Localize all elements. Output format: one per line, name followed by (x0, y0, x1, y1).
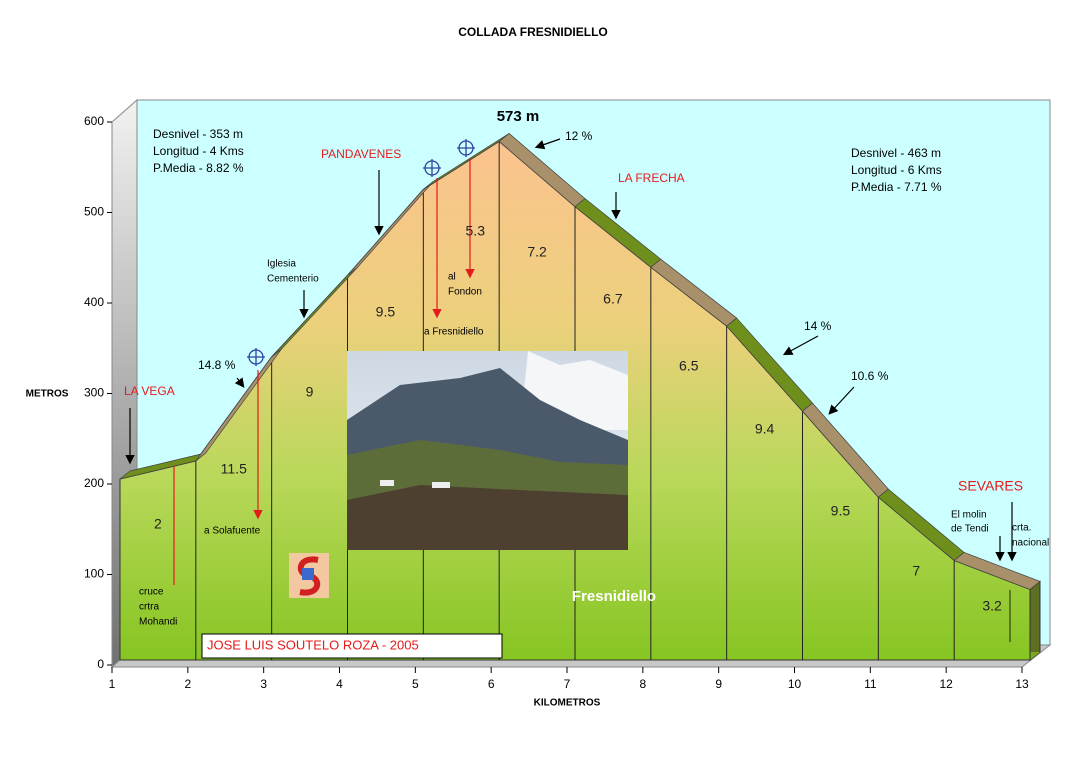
y-tick-label: 600 (84, 114, 104, 128)
x-tick-label: 13 (1015, 677, 1029, 691)
place-label: LA VEGA (124, 384, 175, 398)
y-axis-label: METROS (26, 389, 69, 400)
annotation: Fondon (448, 287, 482, 298)
gradient-label: 7.2 (527, 244, 547, 260)
stat: Desnivel - 353 m (153, 127, 243, 141)
arrows (125, 138, 1017, 642)
crosshairs (247, 139, 475, 366)
photo-caption: Fresnidiello (572, 588, 656, 605)
gradient-label: 9 (306, 384, 314, 400)
gradient-label: 11.5 (221, 461, 247, 477)
annotation: 14.8 % (198, 358, 236, 372)
x-tick-label: 8 (639, 677, 646, 691)
x-axis-label: KILOMETROS (534, 698, 601, 709)
x-tick-label: 6 (488, 677, 495, 691)
chart-title: COLLADA FRESNIDIELLO (458, 25, 608, 39)
gradient-label: 9.5 (831, 503, 851, 519)
gradient-label: 2 (154, 516, 162, 532)
annotation: cruce (139, 587, 164, 598)
annotation: Iglesia (267, 259, 296, 270)
annotation: de Tendi (951, 524, 989, 535)
annotation: 10.6 % (851, 369, 889, 383)
annotation: crta. (1012, 523, 1031, 534)
annotation: 12 % (565, 129, 593, 143)
peak-label: 573 m (497, 108, 540, 125)
gradient-label: 5.3 (466, 223, 486, 239)
annotation: a Fresnidiello (424, 327, 484, 338)
x-tick-label: 10 (788, 677, 802, 691)
x-tick-label: 12 (939, 677, 953, 691)
author: JOSE LUIS SOUTELO ROZA - 2005 (207, 637, 419, 652)
place-label: LA FRECHA (618, 171, 685, 185)
y-tick-label: 300 (84, 386, 104, 400)
place-label: SEVARES (958, 478, 1023, 494)
gradient-label: 7 (912, 563, 920, 579)
y-tick-label: 500 (84, 205, 104, 219)
x-tick-label: 3 (260, 677, 267, 691)
annotation: 14 % (804, 319, 832, 333)
annotation: El molin (951, 510, 987, 521)
y-tick-label: 100 (84, 567, 104, 581)
x-tick-label: 1 (109, 677, 116, 691)
gradient-label: 9.5 (376, 304, 396, 320)
x-tick-label: 11 (864, 677, 877, 691)
gradient-label: 6.5 (679, 358, 699, 374)
ridge-segment (953, 552, 1041, 590)
author-box (201, 633, 503, 659)
annotation: nacional (1012, 538, 1049, 549)
gradient-label: 9.4 (755, 421, 775, 437)
stat: P.Media - 8.82 % (153, 161, 244, 175)
red-arrows (173, 158, 475, 585)
annotation: al (448, 272, 456, 283)
y-tick-label: 400 (84, 295, 104, 309)
x-tick-label: 4 (336, 677, 343, 691)
photo (347, 351, 628, 550)
gradient-label: 3.2 (982, 598, 1002, 614)
annotation: Cementerio (267, 274, 319, 285)
gradient-label: 6.7 (603, 291, 623, 307)
stat: P.Media - 7.71 % (851, 180, 942, 194)
logo (289, 553, 329, 598)
x-tick-label: 7 (564, 677, 571, 691)
place-label: PANDAVENES (321, 147, 401, 161)
y-tick-label: 200 (84, 476, 104, 490)
x-tick-label: 5 (412, 677, 419, 691)
x-tick-label: 2 (184, 677, 191, 691)
y-tick-label: 0 (97, 657, 104, 671)
stat: Longitud - 6 Kms (851, 163, 942, 177)
stat: Longitud - 4 Kms (153, 144, 244, 158)
side-face (1029, 580, 1041, 662)
stat: Desnivel - 463 m (851, 146, 941, 160)
x-tick-label: 9 (715, 677, 722, 691)
annotation: Mohandi (139, 617, 177, 628)
annotation: a Solafuente (204, 526, 261, 537)
annotation: crtra (139, 602, 159, 613)
